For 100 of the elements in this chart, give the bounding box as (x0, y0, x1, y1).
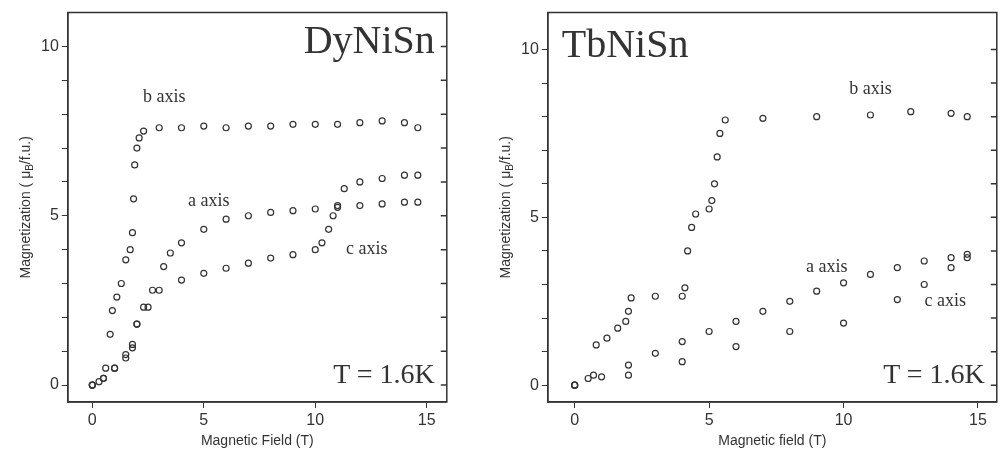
point (122, 256, 130, 264)
point (589, 371, 598, 379)
point (222, 215, 230, 223)
point (325, 225, 333, 233)
annotation: T = 1.6K (883, 358, 985, 390)
point (813, 113, 821, 121)
x-axis-title: Magnetic Field (T) (200, 432, 314, 449)
y-axis-title: Magnetization ( μB/f.u.) (16, 136, 35, 279)
point (140, 303, 148, 311)
y-tick-label: 10 (41, 36, 59, 54)
point (244, 212, 252, 220)
point (624, 307, 633, 315)
series-label: c axis (345, 238, 388, 259)
point (244, 259, 252, 267)
point (592, 341, 600, 349)
point (893, 296, 901, 304)
point (311, 120, 319, 128)
y-tick-label: 5 (529, 207, 539, 225)
point (267, 208, 275, 216)
point (108, 306, 116, 315)
point (378, 174, 386, 183)
point (128, 344, 137, 352)
series-label: a axis (188, 190, 230, 211)
point (155, 124, 163, 132)
y-tick-label: 5 (49, 206, 59, 224)
point (160, 262, 168, 271)
point (839, 319, 848, 327)
point (222, 264, 230, 272)
point (200, 269, 208, 277)
point (786, 327, 794, 336)
point (705, 327, 713, 336)
point (356, 202, 364, 210)
x-tick-label: 10 (306, 411, 325, 429)
point (947, 109, 955, 117)
point (893, 264, 901, 272)
point (131, 161, 139, 169)
point (786, 297, 794, 305)
point (813, 287, 821, 295)
point (705, 205, 713, 213)
point (759, 114, 767, 122)
series-label: a axis (805, 255, 848, 276)
series-label: b axis (849, 77, 892, 98)
point (155, 286, 163, 294)
point (267, 254, 275, 262)
point (200, 122, 208, 130)
point (963, 250, 971, 258)
point (651, 349, 659, 357)
point (624, 361, 633, 369)
point (721, 116, 729, 124)
point (128, 229, 137, 237)
point (603, 334, 611, 342)
point (963, 113, 971, 121)
point (311, 246, 319, 254)
point (177, 276, 186, 284)
point (177, 124, 186, 132)
point (947, 254, 955, 262)
point (597, 373, 606, 381)
point (113, 293, 121, 301)
point (920, 280, 928, 289)
point (102, 364, 110, 372)
point (716, 129, 724, 138)
point (133, 144, 141, 152)
point (329, 212, 337, 220)
point (318, 239, 326, 247)
point (378, 117, 386, 125)
x-tick-label: 15 (417, 411, 436, 429)
point (400, 198, 409, 206)
point (126, 246, 134, 254)
point (710, 180, 719, 188)
point (166, 249, 174, 257)
point (624, 371, 633, 379)
point (839, 279, 848, 287)
point (627, 294, 635, 302)
x-tick-label: 5 (199, 411, 209, 429)
point (289, 207, 297, 215)
point (732, 343, 740, 351)
point (678, 337, 686, 346)
point (222, 124, 230, 132)
y-tick-label: 0 (49, 375, 59, 393)
point (414, 171, 422, 179)
annotation: T = 1.6K (333, 358, 435, 390)
point (920, 257, 928, 265)
point (340, 185, 348, 193)
point (684, 247, 692, 255)
point (622, 317, 630, 326)
x-tick-label: 15 (969, 411, 987, 429)
point (140, 127, 148, 135)
point (732, 317, 740, 326)
point (907, 108, 915, 116)
point (759, 307, 767, 315)
point (289, 120, 297, 128)
point (692, 210, 700, 218)
x-tick-label: 0 (87, 411, 97, 429)
point (651, 292, 659, 300)
point (106, 330, 114, 338)
point (414, 124, 422, 132)
point (129, 195, 138, 203)
point (356, 119, 364, 127)
point (678, 358, 686, 366)
point (400, 171, 409, 179)
